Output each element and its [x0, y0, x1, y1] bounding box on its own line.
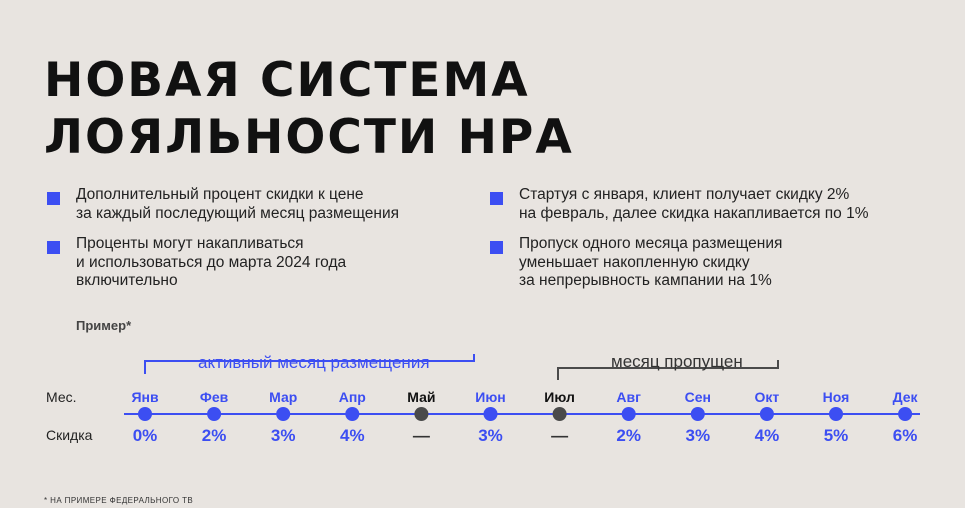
bullet-text-line: Пропуск одного месяца размещения	[519, 235, 783, 252]
discount-label: 4%	[340, 426, 365, 445]
month-label: Май	[407, 389, 435, 405]
footnote: * НА ПРИМЕРЕ ФЕДЕРАЛЬНОГО ТВ	[44, 496, 194, 505]
discount-label: 0%	[133, 426, 158, 445]
bullet-text-line: на февраль, далее скидка накапливается п…	[519, 204, 869, 222]
active-month-dot	[207, 407, 222, 421]
active-month-dot	[759, 407, 774, 421]
bullet-text-line: Проценты могут накапливаться	[76, 235, 304, 252]
month-row-label: Мес.	[46, 389, 77, 405]
timeline: активный месяц размещения месяц пропущен…	[46, 352, 920, 445]
month-label: Окт	[755, 389, 780, 405]
bullet-square-icon	[47, 241, 60, 254]
discount-label: 4%	[755, 426, 780, 445]
bullet-item: Стартуя с января, клиент получает скидку…	[490, 186, 869, 223]
bullet-square-icon	[47, 192, 60, 205]
active-month-dot	[483, 407, 498, 421]
skipped-month-label: месяц пропущен	[611, 352, 743, 371]
month-label: Мар	[269, 389, 297, 405]
month-label: Апр	[339, 389, 366, 405]
active-month-dot	[276, 407, 291, 421]
bullet-item: Проценты могут накапливаться и использов…	[47, 235, 347, 291]
discount-row-label: Скидка	[46, 427, 93, 443]
active-month-label: активный месяц размещения	[198, 353, 430, 372]
month-label: Фев	[200, 389, 229, 405]
discount-label: 5%	[824, 426, 849, 445]
active-month-dot	[621, 407, 636, 421]
bullet-text-line: уменьшает накопленную скидку	[519, 253, 750, 271]
month-label: Ноя	[823, 389, 850, 405]
month-label: Дек	[893, 389, 919, 405]
example-label: Пример*	[76, 318, 132, 333]
active-month-dot	[690, 407, 705, 421]
bullet-text-line: за непрерывность кампании на 1%	[519, 272, 772, 289]
bullet-text-line: Стартуя с января, клиент получает скидку…	[519, 186, 850, 203]
discount-label: 2%	[616, 426, 641, 445]
discount-label: 6%	[893, 426, 918, 445]
bullet-item: Пропуск одного месяца размещения уменьша…	[490, 235, 783, 291]
bullet-text-line: за каждый последующий месяц размещения	[76, 204, 400, 222]
month-label: Июл	[544, 389, 575, 405]
bullet-text-line: и использоваться до марта 2024 года	[76, 253, 347, 271]
bullet-text-line: включительно	[76, 272, 178, 289]
bullet-square-icon	[490, 241, 503, 254]
title-line-1: НОВАЯ СИСТЕМА	[44, 53, 530, 108]
bullet-item: Дополнительный процент скидки к цене за …	[47, 186, 400, 223]
month-label: Сен	[685, 389, 711, 405]
active-month-dot	[829, 407, 843, 421]
active-month-dot	[345, 407, 360, 421]
skipped-bracket	[557, 360, 779, 380]
active-month-dot	[138, 407, 152, 421]
skipped-month-dot	[552, 407, 567, 421]
active-bracket	[144, 354, 475, 374]
bullet-square-icon	[490, 192, 503, 205]
skipped-month-dot	[414, 407, 429, 421]
discount-label: —	[413, 426, 430, 445]
discount-label: —	[551, 426, 568, 445]
title-line-2: ЛОЯЛЬНОСТИ НРА	[44, 110, 574, 165]
discount-label: 2%	[202, 426, 227, 445]
discount-label: 3%	[686, 426, 711, 445]
month-label: Авг	[616, 389, 641, 405]
discount-label: 3%	[478, 426, 503, 445]
month-label: Июн	[475, 389, 505, 405]
month-label: Янв	[131, 389, 159, 405]
page-title: НОВАЯ СИСТЕМА ЛОЯЛЬНОСТИ НРА	[44, 52, 574, 166]
discount-label: 3%	[271, 426, 296, 445]
active-month-dot	[898, 407, 913, 421]
bullet-text-line: Дополнительный процент скидки к цене	[76, 186, 364, 203]
